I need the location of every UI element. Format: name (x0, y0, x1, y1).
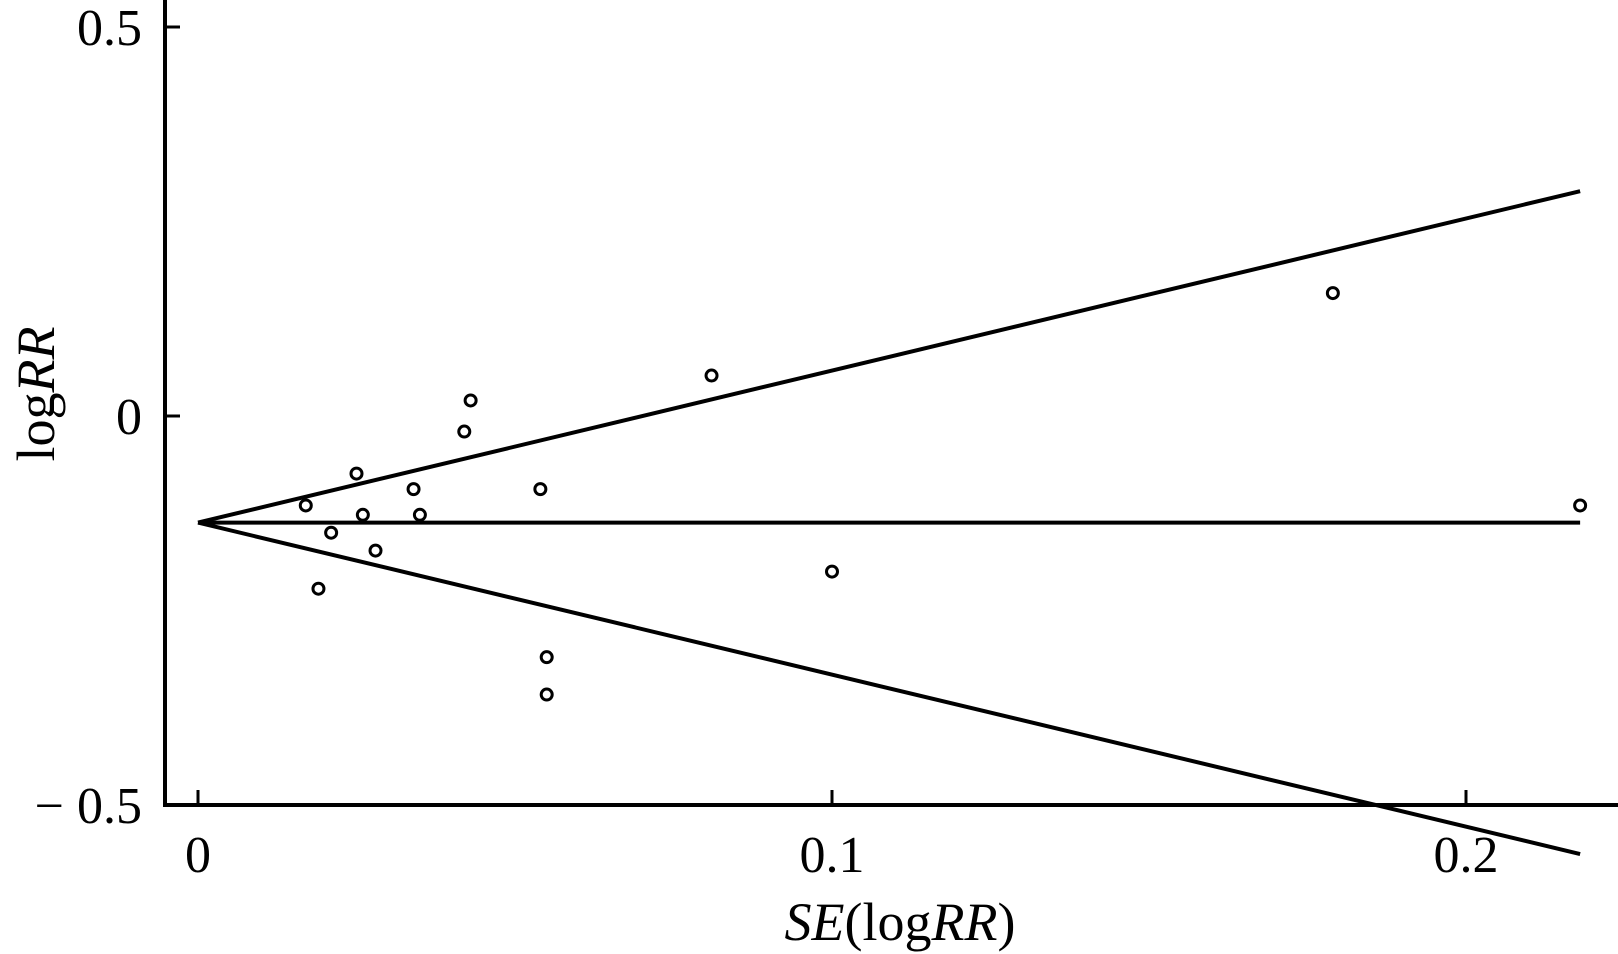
x-tick-label-0: 0 (185, 827, 211, 884)
x-axis-label-part-3: ) (998, 892, 1016, 952)
x-tick-label-2: 0.2 (1434, 827, 1499, 884)
upper-limit-line (197, 189, 1581, 525)
x-tick-label-1: 0.1 (800, 827, 865, 884)
x-axis-label-part-2: RR (931, 892, 998, 952)
y-axis-label-part-1: RR (6, 326, 66, 393)
funnel-lines (197, 189, 1581, 856)
data-point-13 (704, 368, 719, 383)
data-point-12 (539, 687, 554, 702)
data-point-2 (324, 525, 339, 540)
x-axis-label: SE(logRR) (785, 892, 1016, 952)
data-point-6 (406, 482, 421, 497)
data-point-0 (298, 498, 313, 513)
data-point-16 (1573, 498, 1588, 513)
data-point-14 (825, 564, 839, 579)
ticks: 0 0.1 0.2 0.5 0 − 0.5 (35, 0, 1499, 884)
data-point-3 (349, 466, 364, 481)
data-point-15 (1325, 286, 1340, 301)
y-tick-label-1: 0 (116, 389, 142, 446)
data-point-7 (412, 507, 427, 522)
y-axis-label: logRR (6, 326, 66, 461)
lower-limit-line (197, 520, 1581, 856)
data-point-4 (355, 507, 370, 522)
y-tick-label-0: 0.5 (77, 0, 142, 57)
data-point-5 (368, 543, 383, 558)
y-tick-label-2: − 0.5 (35, 778, 142, 835)
data-points (298, 286, 1588, 702)
data-point-11 (539, 650, 554, 665)
data-point-8 (457, 424, 472, 439)
y-axis-label-part-0: log (6, 392, 66, 461)
axis-labels: SE(logRR)logRR (6, 326, 1015, 952)
x-axis-label-part-1: (log (845, 892, 932, 952)
x-axis-label-part-0: SE (785, 892, 845, 952)
axes (163, 0, 1618, 807)
data-point-10 (533, 482, 548, 497)
data-point-9 (463, 393, 478, 408)
data-point-1 (311, 581, 326, 596)
